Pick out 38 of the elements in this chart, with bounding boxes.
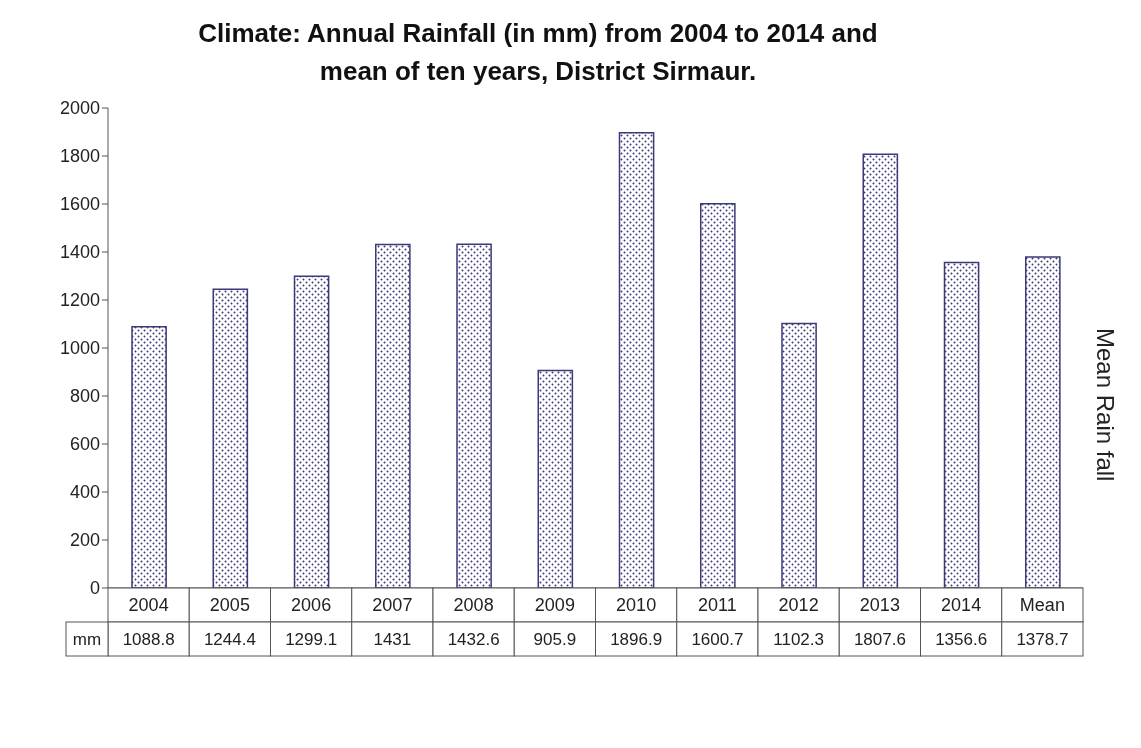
data-label: 1356.6 bbox=[935, 630, 988, 649]
y-tick-label: 2000 bbox=[59, 98, 100, 119]
chart-title: Climate: Annual Rainfall (in mm) from 2004 to 2014 and mean of ten years, District Sirmaur. bbox=[197, 17, 879, 88]
data-label: 1088.8 bbox=[122, 630, 175, 649]
data-label: 1600.7 bbox=[691, 630, 744, 649]
data-label: 1102.3 bbox=[773, 630, 824, 649]
data-label: 1432.6 bbox=[447, 630, 500, 649]
x-tick-label: 2006 bbox=[291, 595, 332, 615]
data-label: 1807.6 bbox=[853, 630, 906, 649]
x-tick-label: Mean bbox=[1019, 595, 1065, 615]
x-tick-label: 2014 bbox=[941, 595, 982, 615]
y-tick-label: 200 bbox=[69, 530, 100, 551]
data-label: 1378.7 bbox=[1016, 630, 1069, 649]
x-tick-label: 2011 bbox=[698, 595, 737, 615]
y-tick-label: 0 bbox=[89, 578, 100, 599]
text: Mean Rain fall bbox=[1091, 328, 1119, 482]
x-tick-label: 2009 bbox=[534, 595, 575, 615]
text: mm bbox=[72, 630, 102, 649]
y-tick-label: 800 bbox=[69, 386, 100, 407]
x-tick-label: 2004 bbox=[128, 595, 169, 615]
data-label: 1244.4 bbox=[203, 630, 256, 649]
y-tick-label: 400 bbox=[69, 482, 100, 503]
y-tick-label: 1000 bbox=[59, 338, 100, 359]
y-tick-label: 1600 bbox=[59, 194, 100, 215]
x-tick-label: 2010 bbox=[616, 595, 657, 615]
y-tick-label: 600 bbox=[69, 434, 100, 455]
x-tick-label: 2012 bbox=[778, 595, 819, 615]
data-label: 1431 bbox=[373, 630, 412, 649]
y-tick-label: 1400 bbox=[59, 242, 100, 263]
data-label: 1299.1 bbox=[285, 630, 338, 649]
x-tick-label: 2007 bbox=[372, 595, 413, 615]
y-tick-label: 1200 bbox=[59, 290, 100, 311]
data-label: 905.9 bbox=[533, 630, 577, 649]
x-tick-label: 2008 bbox=[453, 595, 494, 615]
x-tick-label: 2005 bbox=[209, 595, 250, 615]
data-label: 1896.9 bbox=[610, 630, 663, 649]
y-tick-label: 1800 bbox=[59, 146, 100, 167]
x-tick-label: 2013 bbox=[859, 595, 900, 615]
